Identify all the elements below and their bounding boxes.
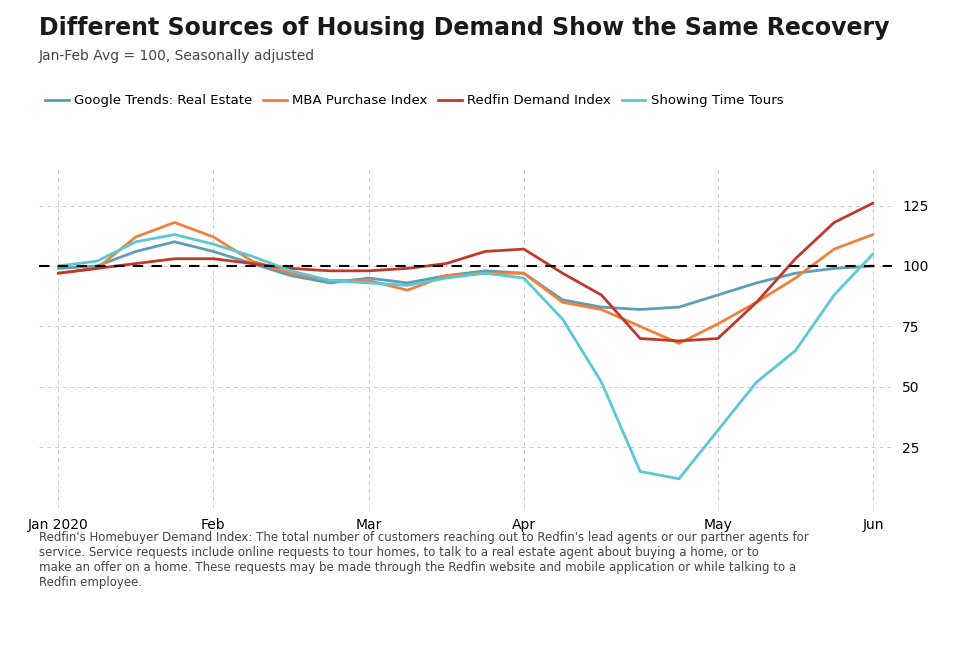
Showing Time Tours (828, 291, 839, 299)
Redfin Demand Index (789, 255, 800, 262)
MBA Purchase Index (711, 320, 723, 328)
Showing Time Tours (634, 467, 645, 475)
MBA Purchase Index (207, 233, 219, 241)
Redfin Demand Index (750, 298, 762, 306)
MBA Purchase Index (634, 322, 645, 330)
Showing Time Tours (285, 267, 297, 275)
Google Trends: Real Estate: (7, 93): Real Estate: (7, 93) (324, 279, 335, 287)
MBA Purchase Index (750, 298, 762, 306)
Redfin Demand Index (479, 247, 490, 255)
Showing Time Tours (866, 250, 878, 258)
Redfin Demand Index (91, 264, 103, 272)
Redfin Demand Index (52, 270, 64, 277)
Redfin Demand Index (711, 335, 723, 342)
Redfin Demand Index (595, 291, 607, 299)
MBA Purchase Index (324, 277, 335, 284)
Showing Time Tours (246, 253, 258, 260)
MBA Purchase Index (866, 230, 878, 238)
Google Trends: Real Estate: (6, 96): Real Estate: (6, 96) (285, 271, 297, 279)
Showing Time Tours (324, 277, 335, 284)
Google Trends: Real Estate: (20, 99): Real Estate: (20, 99) (828, 264, 839, 272)
MBA Purchase Index (440, 271, 452, 279)
Google Trends: Real Estate: (11, 98): Real Estate: (11, 98) (479, 267, 490, 275)
Google Trends: Real Estate: (5, 101): Real Estate: (5, 101) (246, 260, 258, 268)
Showing Time Tours (789, 347, 800, 355)
MBA Purchase Index (362, 277, 374, 284)
Redfin Demand Index (207, 255, 219, 262)
Showing Time Tours (130, 238, 141, 245)
Showing Time Tours (479, 270, 490, 277)
Line: Google Trends: Real Estate: Google Trends: Real Estate (58, 242, 872, 309)
Text: Jan-Feb Avg = 100, Seasonally adjusted: Jan-Feb Avg = 100, Seasonally adjusted (39, 49, 315, 63)
Google Trends: Real Estate: (17, 88): Real Estate: (17, 88) (711, 291, 723, 299)
Google Trends: Real Estate: (16, 83): Real Estate: (16, 83) (672, 303, 684, 311)
Showing Time Tours (169, 230, 180, 238)
Google Trends: Real Estate: (4, 106): Real Estate: (4, 106) (207, 247, 219, 255)
Showing Time Tours (52, 262, 64, 270)
MBA Purchase Index (595, 305, 607, 313)
Google Trends: Real Estate: (0, 99): Real Estate: (0, 99) (52, 264, 64, 272)
MBA Purchase Index (789, 274, 800, 282)
Showing Time Tours (750, 378, 762, 386)
Redfin Demand Index (866, 199, 878, 207)
Showing Time Tours (556, 315, 568, 323)
Redfin Demand Index (634, 335, 645, 342)
MBA Purchase Index (52, 270, 64, 277)
Redfin Demand Index (362, 267, 374, 275)
Google Trends: Real Estate: (12, 97): Real Estate: (12, 97) (517, 270, 529, 277)
MBA Purchase Index (169, 219, 180, 227)
MBA Purchase Index (246, 257, 258, 265)
Redfin Demand Index (828, 219, 839, 227)
MBA Purchase Index (828, 245, 839, 253)
Showing Time Tours (517, 274, 529, 282)
MBA Purchase Index (672, 339, 684, 347)
Redfin Demand Index (324, 267, 335, 275)
MBA Purchase Index (285, 270, 297, 277)
Showing Time Tours (595, 378, 607, 386)
MBA Purchase Index (479, 270, 490, 277)
MBA Purchase Index (130, 233, 141, 241)
Google Trends: Real Estate: (1, 100): Real Estate: (1, 100) (91, 262, 103, 270)
Redfin Demand Index (556, 270, 568, 277)
Google Trends: Real Estate: (21, 100): Real Estate: (21, 100) (866, 262, 878, 270)
Redfin Demand Index (169, 255, 180, 262)
Redfin Demand Index (440, 260, 452, 268)
Google Trends: Real Estate: (10, 96): Real Estate: (10, 96) (440, 271, 452, 279)
Google Trends: Real Estate: (9, 93): Real Estate: (9, 93) (401, 279, 413, 287)
Showing Time Tours (672, 475, 684, 482)
MBA Purchase Index (517, 270, 529, 277)
MBA Purchase Index (401, 286, 413, 294)
MBA Purchase Index (91, 264, 103, 272)
MBA Purchase Index (556, 298, 568, 306)
Line: Redfin Demand Index: Redfin Demand Index (58, 203, 872, 341)
Redfin Demand Index (246, 260, 258, 268)
Redfin Demand Index (401, 264, 413, 272)
Redfin Demand Index (130, 260, 141, 268)
Showing Time Tours (91, 257, 103, 265)
Showing Time Tours (440, 274, 452, 282)
Redfin Demand Index (517, 245, 529, 253)
Google Trends: Real Estate: (19, 97): Real Estate: (19, 97) (789, 270, 800, 277)
Legend: Google Trends: Real Estate, MBA Purchase Index, Redfin Demand Index, Showing Tim: Google Trends: Real Estate, MBA Purchase… (46, 94, 782, 107)
Google Trends: Real Estate: (15, 82): Real Estate: (15, 82) (634, 305, 645, 313)
Line: Showing Time Tours: Showing Time Tours (58, 234, 872, 478)
Redfin Demand Index (672, 337, 684, 345)
Google Trends: Real Estate: (8, 95): Real Estate: (8, 95) (362, 274, 374, 282)
Google Trends: Real Estate: (14, 83): Real Estate: (14, 83) (595, 303, 607, 311)
Google Trends: Real Estate: (13, 86): Real Estate: (13, 86) (556, 296, 568, 304)
Showing Time Tours (401, 281, 413, 289)
Google Trends: Real Estate: (18, 93): Real Estate: (18, 93) (750, 279, 762, 287)
Showing Time Tours (711, 426, 723, 434)
Redfin Demand Index (285, 264, 297, 272)
Line: MBA Purchase Index: MBA Purchase Index (58, 223, 872, 343)
Google Trends: Real Estate: (3, 110): Real Estate: (3, 110) (169, 238, 180, 245)
Showing Time Tours (362, 279, 374, 287)
Text: Redfin's Homebuyer Demand Index: The total number of customers reaching out to R: Redfin's Homebuyer Demand Index: The tot… (39, 531, 808, 589)
Text: Different Sources of Housing Demand Show the Same Recovery: Different Sources of Housing Demand Show… (39, 16, 889, 40)
Showing Time Tours (207, 240, 219, 248)
Google Trends: Real Estate: (2, 106): Real Estate: (2, 106) (130, 247, 141, 255)
